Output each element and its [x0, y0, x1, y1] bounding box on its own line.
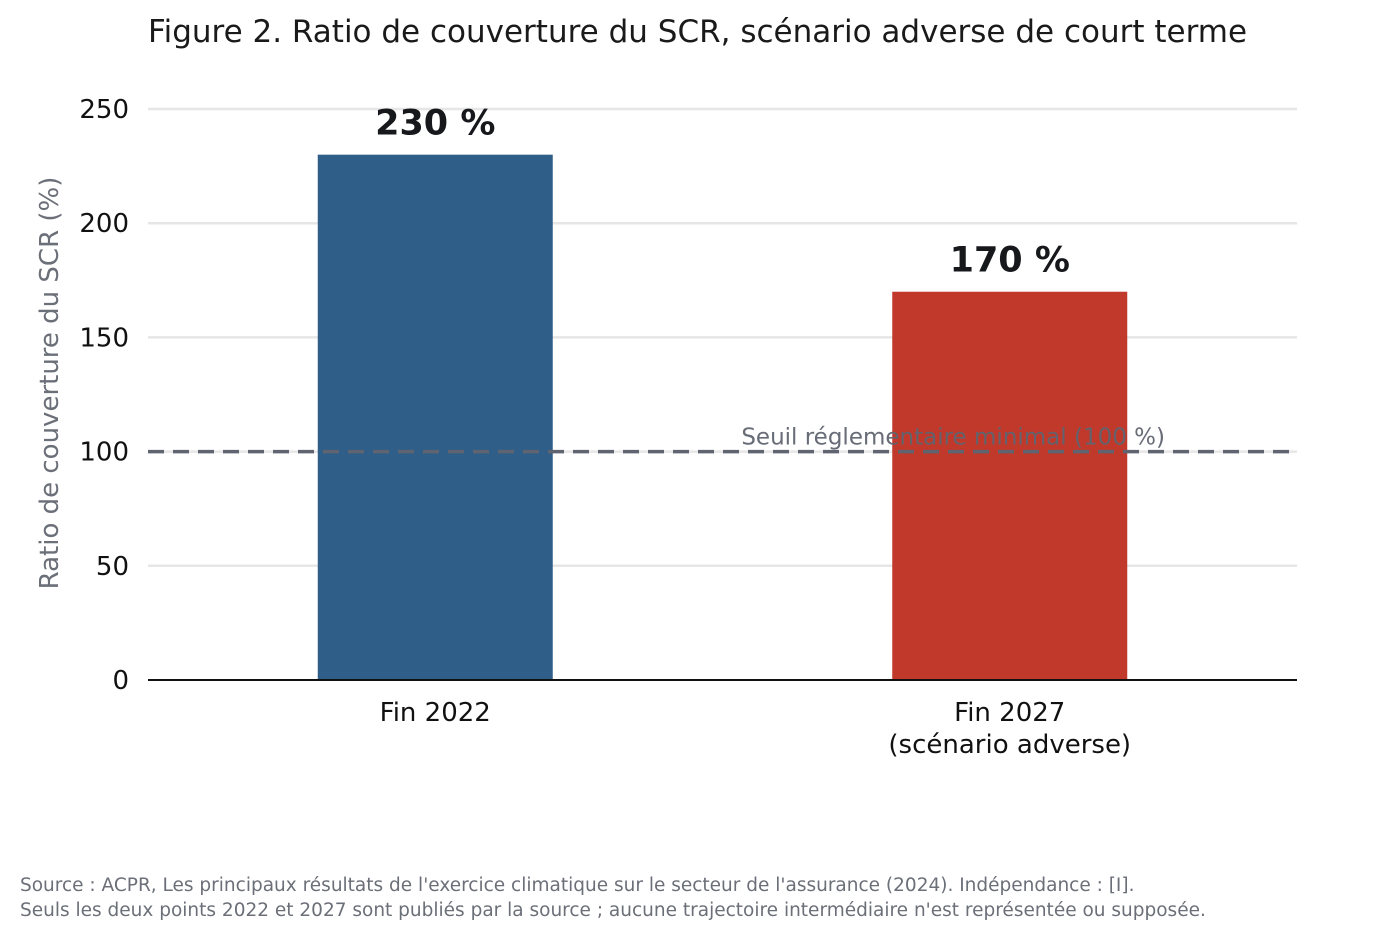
x-tick-label: (scénario adverse) — [888, 730, 1131, 760]
y-tick-label: 50 — [96, 552, 129, 582]
labels: 230 % 170 % — [375, 104, 1070, 281]
threshold-label: Seuil réglementaire minimal (100 %) — [741, 425, 1165, 451]
bar-chart: Seuil réglementaire minimal (100 %) 0 50 1… — [35, 95, 1297, 760]
chart-title: Figure 2. Ratio de couverture du SCR, sc… — [148, 14, 1248, 50]
y-tick-label: 150 — [79, 323, 129, 353]
axes: 0 50 100 150 200 250 Ratio de couverture du SC… — [35, 95, 1297, 760]
x-tick-label: Fin 2027 — [954, 698, 1065, 728]
bar-value-label: 170 % — [950, 241, 1070, 281]
y-tick-label: 250 — [79, 95, 129, 125]
x-tick-label: Fin 2022 — [380, 698, 491, 728]
footer-source: Source : ACPR, Les principaux résultats … — [20, 875, 1135, 896]
bar — [892, 291, 1128, 680]
bar — [317, 154, 553, 680]
footer-note: Seuls les deux points 2022 et 2027 sont … — [20, 900, 1206, 921]
y-axis-label: Ratio de couverture du SCR (%) — [35, 177, 65, 590]
bar-value-label: 230 % — [375, 104, 495, 144]
bars — [317, 154, 1128, 680]
y-tick-label: 0 — [112, 666, 129, 696]
y-tick-label: 200 — [79, 209, 129, 239]
reference-line-group: Seuil réglementaire minimal (100 %) — [148, 425, 1297, 454]
y-tick-label: 100 — [79, 438, 129, 468]
